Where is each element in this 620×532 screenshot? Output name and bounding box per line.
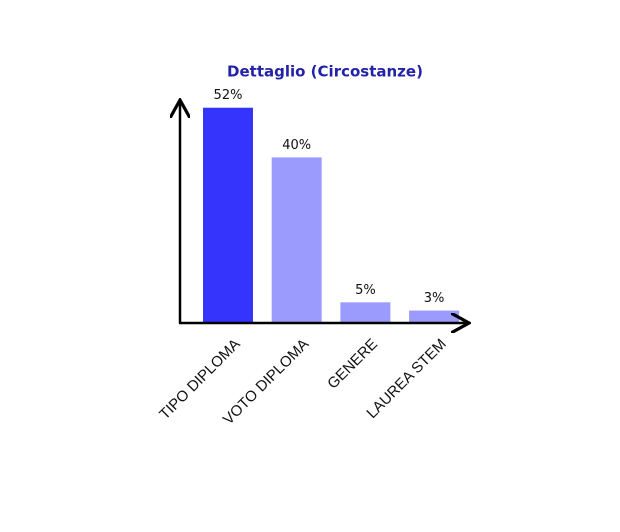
bar [409, 310, 460, 323]
value-label: 40% [282, 138, 311, 153]
bar [271, 157, 322, 323]
bar [203, 107, 253, 323]
value-label: 5% [355, 283, 376, 298]
x-tick-label: GENERE [324, 336, 381, 393]
chart-title: Dettaglio (Circostanze) [227, 63, 423, 81]
bar [340, 302, 391, 323]
value-label: 52% [214, 88, 243, 103]
value-label: 3% [424, 291, 445, 306]
